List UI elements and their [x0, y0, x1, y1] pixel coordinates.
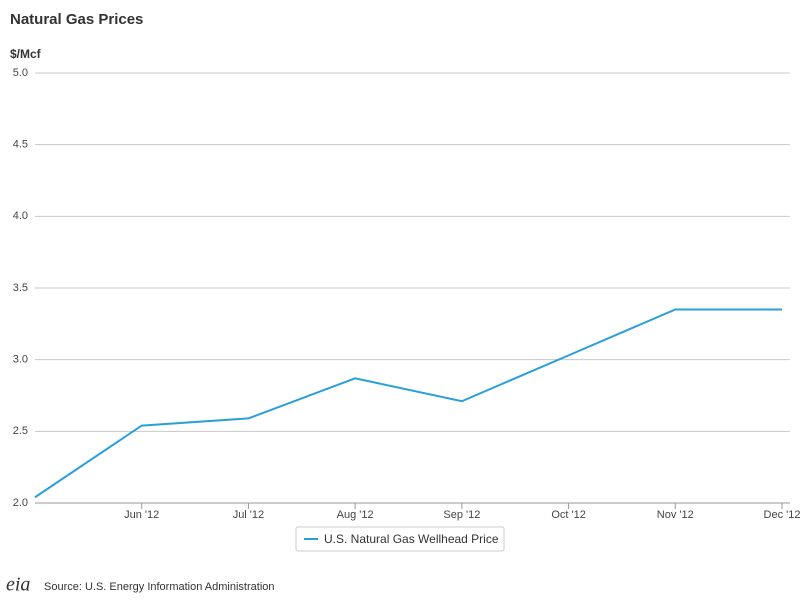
chart-title: Natural Gas Prices	[10, 11, 143, 28]
x-tick-label: Dec '12	[764, 509, 800, 521]
x-tick-label: Nov '12	[657, 509, 694, 521]
x-tick-label: Jun '12	[124, 509, 159, 521]
y-tick-label: 4.0	[13, 210, 28, 222]
y-tick-label: 2.5	[13, 425, 28, 437]
x-tick-label: Aug '12	[337, 509, 374, 521]
legend-label: U.S. Natural Gas Wellhead Price	[324, 532, 499, 546]
line	[34, 308, 782, 499]
y-tick-label: 5.0	[13, 67, 28, 79]
y-tick-label: 2.0	[13, 497, 28, 509]
y-tick-label: 4.5	[13, 139, 28, 151]
y-tick-label: 3.5	[13, 282, 28, 294]
y-axis-label: $/Mcf	[10, 47, 42, 61]
y-tick-label: 3.0	[13, 354, 28, 366]
x-tick-label: Oct '12	[551, 509, 586, 521]
x-tick-label: Sep '12	[443, 509, 480, 521]
source: Source: U.S. Energy Information Administ…	[44, 581, 275, 593]
legend	[295, 526, 505, 552]
logo: eia	[6, 574, 30, 596]
x-tick-label: Jul '12	[233, 509, 264, 521]
